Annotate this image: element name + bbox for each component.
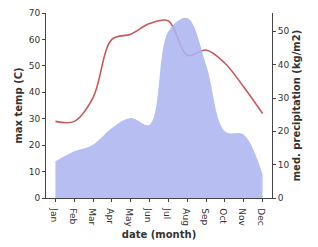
svg-text:50: 50 (278, 26, 290, 36)
svg-text:70: 70 (29, 8, 41, 18)
svg-text:Jul: Jul (162, 207, 172, 219)
svg-text:Jun: Jun (143, 207, 153, 222)
svg-text:50: 50 (29, 61, 41, 71)
svg-text:Apr: Apr (105, 208, 115, 224)
svg-text:20: 20 (29, 140, 41, 150)
svg-text:60: 60 (29, 35, 41, 45)
svg-text:Feb: Feb (68, 208, 78, 224)
svg-text:date (month): date (month) (122, 229, 196, 240)
svg-text:10: 10 (278, 160, 290, 170)
svg-text:40: 40 (278, 60, 290, 70)
svg-text:10: 10 (29, 167, 41, 177)
svg-text:Oct: Oct (218, 208, 228, 224)
svg-text:30: 30 (29, 114, 41, 124)
svg-text:max temp (C): max temp (C) (13, 67, 24, 143)
svg-text:Aug: Aug (181, 208, 191, 226)
svg-text:20: 20 (278, 126, 290, 136)
svg-text:40: 40 (29, 87, 41, 97)
svg-text:Mar: Mar (87, 208, 97, 225)
svg-text:0: 0 (34, 193, 40, 203)
svg-text:Sep: Sep (200, 208, 210, 225)
svg-text:Dec: Dec (256, 208, 266, 225)
svg-text:0: 0 (278, 193, 284, 203)
svg-text:med. precipitation (kg/m2): med. precipitation (kg/m2) (291, 30, 302, 182)
svg-text:Jan: Jan (49, 207, 59, 222)
svg-text:May: May (124, 208, 134, 227)
svg-text:Nov: Nov (237, 208, 247, 226)
svg-text:30: 30 (278, 93, 290, 103)
